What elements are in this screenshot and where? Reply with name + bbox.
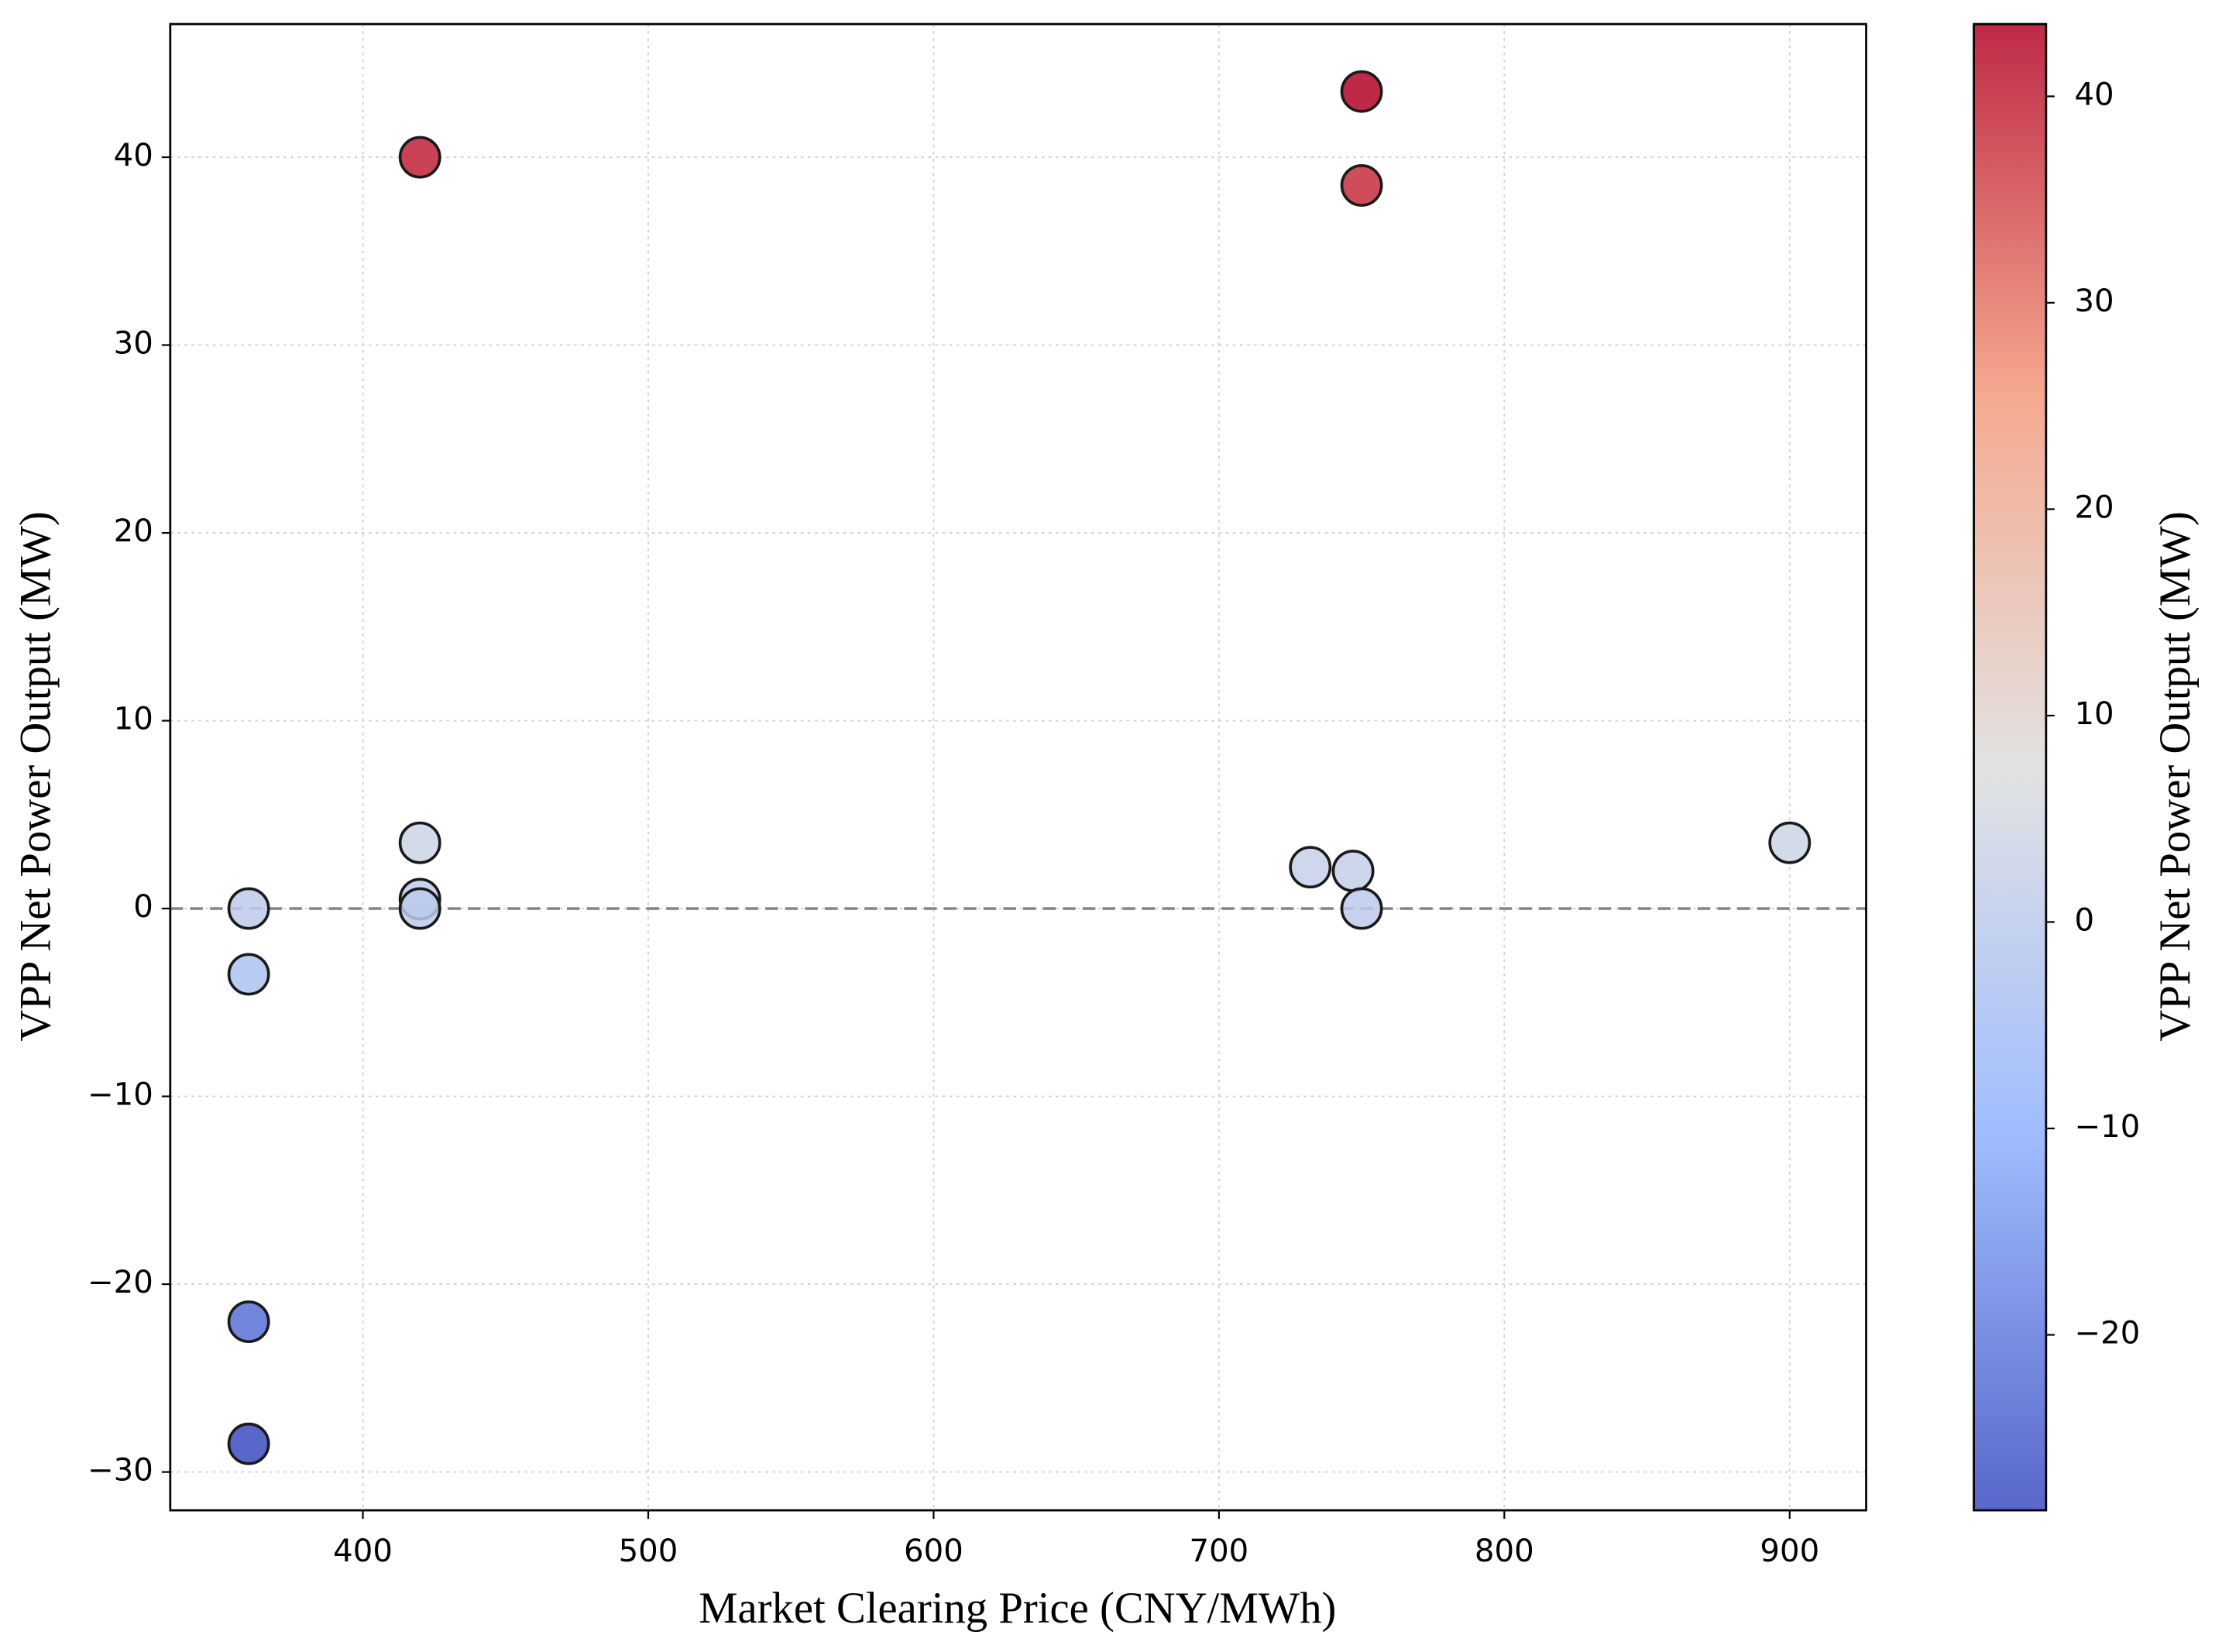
y-tick-label: 20 bbox=[114, 513, 153, 549]
scatter-point bbox=[227, 953, 270, 996]
x-tick-label: 900 bbox=[1760, 1534, 1819, 1569]
colorbar-tick-label: 20 bbox=[2074, 489, 2114, 525]
scatter-point bbox=[1331, 850, 1375, 893]
scatter-point bbox=[1768, 821, 1812, 864]
scatter-point bbox=[1340, 163, 1383, 207]
y-tick-label: 30 bbox=[114, 326, 153, 362]
colorbar-tick-label: 0 bbox=[2074, 902, 2094, 938]
x-axis-label: Market Clearing Price (CNY/MWh) bbox=[699, 1584, 1336, 1633]
colorbar bbox=[1973, 22, 2048, 1512]
x-tick-label: 600 bbox=[904, 1534, 963, 1569]
x-tick-label: 800 bbox=[1475, 1534, 1534, 1569]
y-tick-label: −20 bbox=[88, 1265, 153, 1300]
scatter-point bbox=[227, 887, 270, 930]
x-tick-label: 400 bbox=[333, 1534, 393, 1569]
colorbar-label: VPP Net Power Output (MW) bbox=[2151, 511, 2200, 1041]
scatter-point bbox=[1340, 887, 1383, 930]
y-axis-label: VPP Net Power Output (MW) bbox=[12, 511, 60, 1041]
x-tick-label: 500 bbox=[619, 1534, 678, 1569]
y-tick-label: 10 bbox=[114, 702, 153, 737]
scatter-point bbox=[398, 887, 441, 930]
scatter-point bbox=[227, 1300, 270, 1344]
plot-frame bbox=[169, 22, 1867, 1512]
scatter-point bbox=[1340, 70, 1383, 113]
y-tick-label: 0 bbox=[133, 889, 153, 925]
scatter-point bbox=[398, 821, 441, 864]
colorbar-tick-label: −10 bbox=[2074, 1109, 2140, 1145]
colorbar-tick-label: 10 bbox=[2074, 696, 2114, 732]
x-tick-label: 700 bbox=[1189, 1534, 1248, 1569]
scatter-point bbox=[1289, 846, 1332, 889]
y-tick-label: 40 bbox=[114, 138, 153, 173]
scatter-point bbox=[398, 136, 441, 179]
y-tick-label: −30 bbox=[88, 1453, 153, 1489]
y-tick-label: −10 bbox=[88, 1077, 153, 1113]
scatter-point bbox=[227, 1422, 270, 1465]
colorbar-tick-label: 40 bbox=[2074, 77, 2114, 112]
colorbar-tick-label: −20 bbox=[2074, 1316, 2140, 1351]
colorbar-tick-label: 30 bbox=[2074, 283, 2114, 319]
